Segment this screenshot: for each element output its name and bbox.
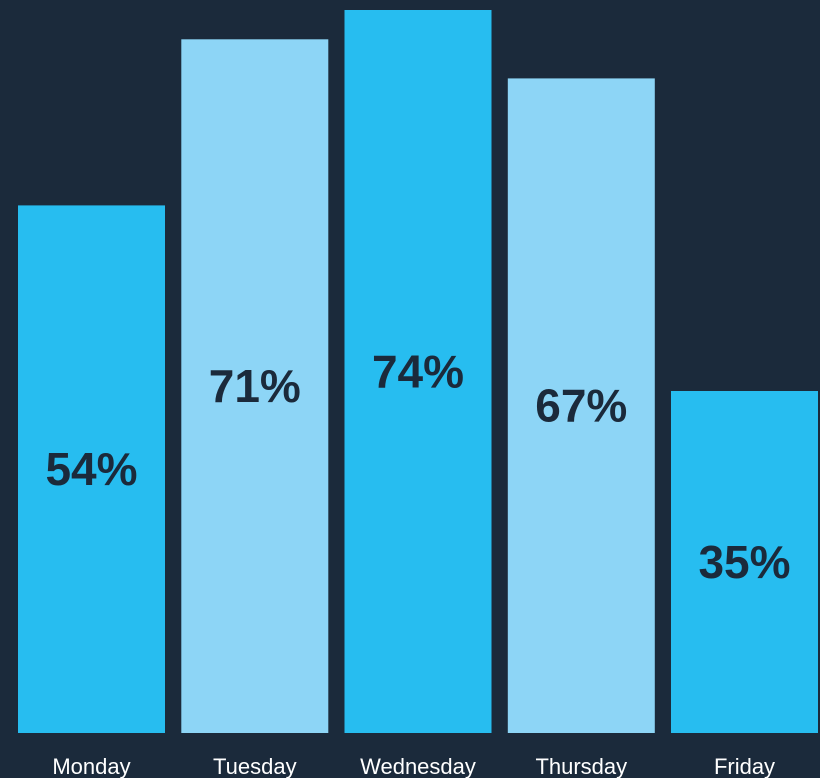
category-label-wednesday: Wednesday — [360, 754, 476, 778]
bars-group — [18, 10, 818, 734]
category-label-thursday: Thursday — [535, 754, 627, 778]
bar-friday — [671, 391, 818, 733]
bar-thursday — [507, 78, 655, 733]
category-label-monday: Monday — [52, 754, 130, 778]
value-label-thursday: 67% — [535, 380, 627, 432]
category-label-tuesday: Tuesday — [213, 754, 297, 778]
value-labels-group: 54% 71% 74% 67% 35% — [45, 346, 790, 589]
bar-wednesday — [344, 10, 492, 733]
value-label-wednesday: 74% — [372, 346, 464, 398]
category-label-friday: Friday — [714, 754, 775, 778]
value-label-friday: 35% — [698, 536, 790, 588]
bar-tuesday — [181, 39, 329, 734]
bar-monday — [18, 205, 165, 733]
category-labels-group: Monday Tuesday Wednesday Thursday Friday — [52, 754, 775, 778]
value-label-tuesday: 71% — [209, 360, 301, 412]
value-label-monday: 54% — [45, 443, 137, 495]
